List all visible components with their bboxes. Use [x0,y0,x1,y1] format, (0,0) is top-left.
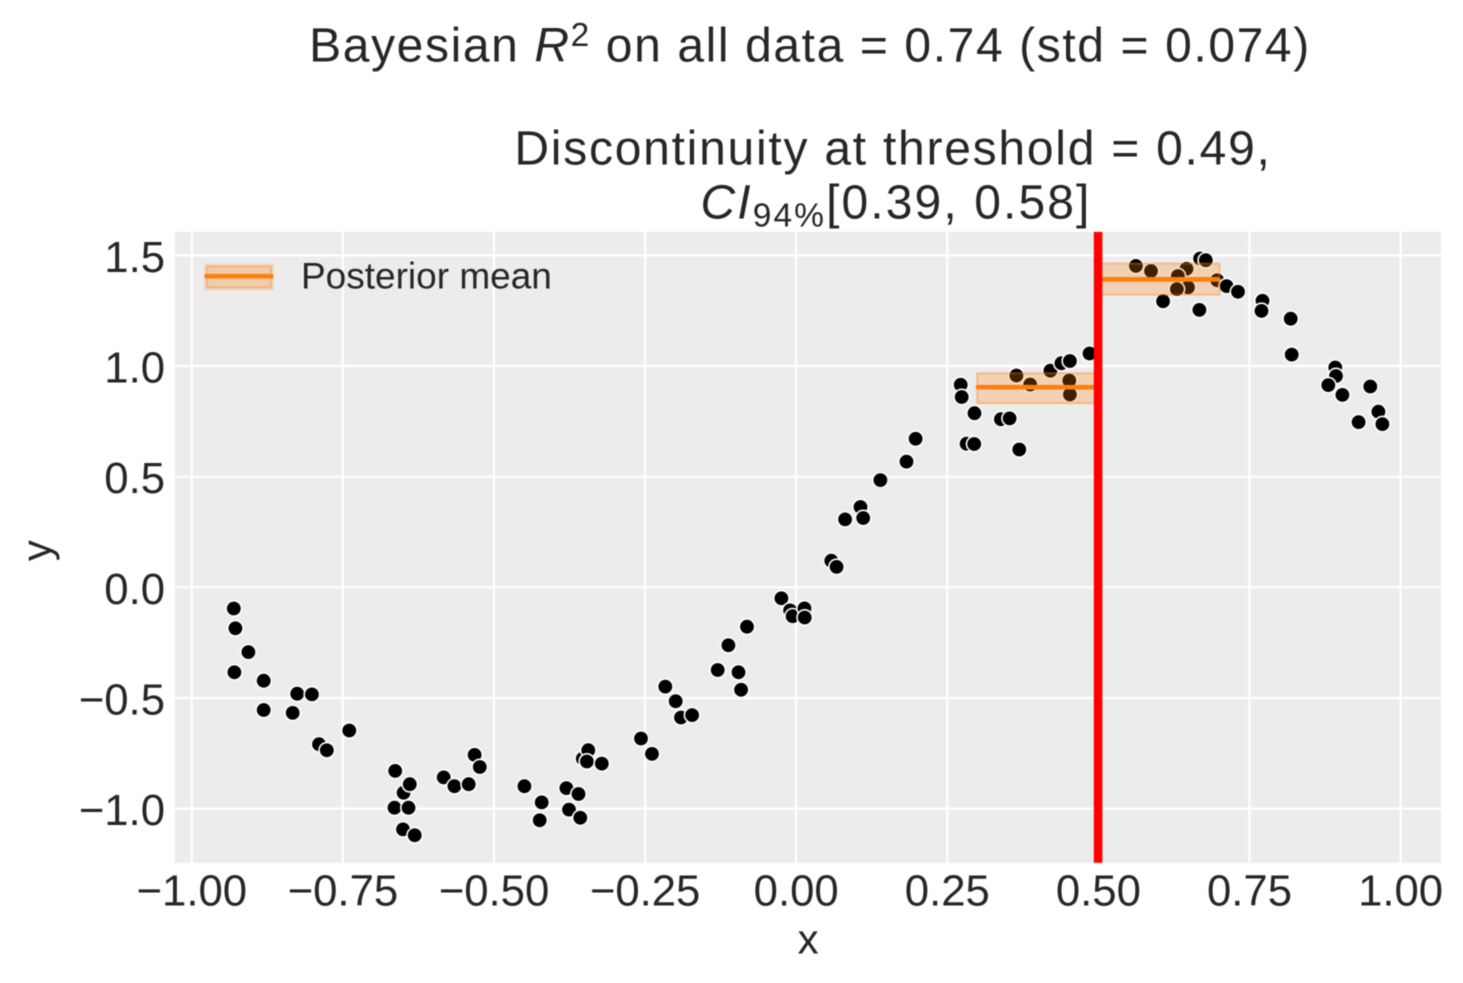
svg-text:−1.0: −1.0 [79,786,165,835]
svg-text:−1.00: −1.00 [137,867,248,916]
svg-text:1.0: 1.0 [104,344,165,393]
svg-text:1.00: 1.00 [1358,867,1443,916]
svg-text:CI94%[0.39, 0.58]: CI94%[0.39, 0.58] [701,177,1092,235]
svg-text:0.5: 0.5 [104,454,165,503]
svg-text:0.50: 0.50 [1056,867,1141,916]
svg-text:−0.75: −0.75 [288,867,399,916]
svg-text:x: x [798,916,819,963]
svg-text:0.25: 0.25 [905,867,990,916]
svg-text:Discontinuity at threshold = 0: Discontinuity at threshold = 0.49, [514,123,1271,176]
svg-text:1.5: 1.5 [104,233,165,282]
svg-text:−0.25: −0.25 [590,867,701,916]
svg-text:y: y [13,540,60,561]
svg-text:0.00: 0.00 [754,867,839,916]
svg-text:Posterior mean: Posterior mean [301,256,552,297]
svg-text:0.75: 0.75 [1207,867,1292,916]
svg-text:−0.50: −0.50 [439,867,550,916]
svg-text:Bayesian R2 on all data = 0.74: Bayesian R2 on all data = 0.74 (std = 0.… [309,17,1311,73]
svg-text:−0.5: −0.5 [79,676,165,725]
svg-text:0.0: 0.0 [104,565,165,614]
